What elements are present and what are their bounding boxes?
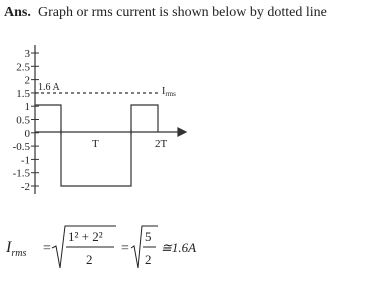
answer-label: Ans. xyxy=(4,5,31,20)
y-tick-label: -1 xyxy=(21,154,30,166)
y-tick-label: 2.5 xyxy=(16,61,30,73)
answer-text: Graph or rms current is shown below by d… xyxy=(38,5,327,20)
y-tick-label: -1.5 xyxy=(13,168,31,180)
eq2: = xyxy=(121,241,129,256)
sqrt1 xyxy=(51,225,116,269)
denominator2: 2 xyxy=(145,252,152,267)
lhs-sub: rms xyxy=(11,248,26,259)
y-tick-label: 2 xyxy=(25,75,31,87)
y-tick-label: -0.5 xyxy=(13,141,31,153)
lhs-i: I xyxy=(5,239,12,256)
x-label-t: T xyxy=(92,138,99,150)
x-label-2t: 2T xyxy=(155,138,168,150)
y-tick-label: 0 xyxy=(25,128,31,140)
denominator: 2 xyxy=(86,252,93,267)
rms-sub: rms xyxy=(165,90,176,98)
graph xyxy=(34,45,188,194)
formula-lhs: Irms xyxy=(5,239,26,259)
numerator2: 5 xyxy=(145,229,152,244)
y-tick-label: 1 xyxy=(25,101,31,113)
y-tick-label: 1.5 xyxy=(16,88,30,100)
rms-i: I xyxy=(162,86,165,97)
y-ticks: 32.5 21.51 0.50-0.5-1 -1.5-2 xyxy=(13,48,39,193)
x-arrow xyxy=(177,127,188,137)
sqrt2 xyxy=(130,225,158,269)
y-tick-label: -2 xyxy=(21,181,30,193)
numerator: 1² + 2² xyxy=(68,229,103,244)
y-tick-label: 0.5 xyxy=(16,115,30,127)
formula: Irms = 1² + 2² 2 = 5 2 ≅1.6A xyxy=(5,225,196,269)
rms-symbol: Irms xyxy=(162,86,176,98)
eq1: = xyxy=(43,241,51,256)
result: ≅1.6A xyxy=(161,240,196,255)
rms-value-label: 1.6 A xyxy=(38,82,60,93)
waveform xyxy=(35,104,159,187)
y-tick-label: 3 xyxy=(25,48,31,60)
